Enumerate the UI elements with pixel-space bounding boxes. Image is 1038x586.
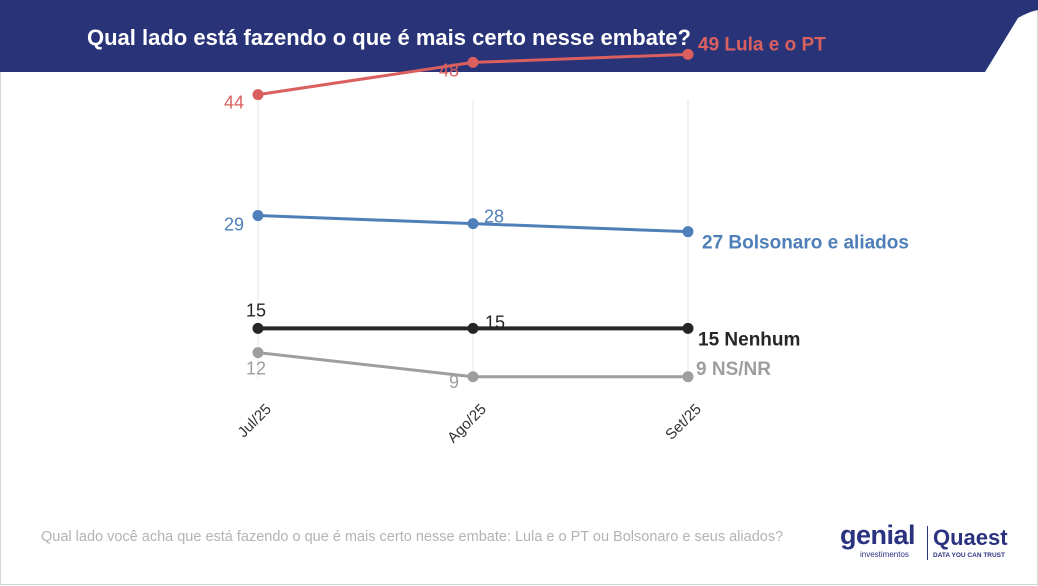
point-bolsonaro-e-aliados-jul-25 — [252, 210, 264, 222]
point-nenhum-jul-25 — [252, 322, 264, 334]
point-nenhum-ago-25 — [467, 322, 479, 334]
end-label-ns-nr: 9 NS/NR — [696, 359, 771, 380]
data-label-lula-e-o-pt-ago-25: 48 — [439, 60, 459, 80]
data-label-bolsonaro-e-aliados-jul-25: 29 — [224, 215, 244, 235]
data-label-bolsonaro-e-aliados-ago-25: 28 — [484, 207, 504, 227]
point-ns-nr-set-25 — [682, 371, 694, 383]
end-label-bolsonaro-e-aliados: 27 Bolsonaro e aliados — [702, 233, 909, 254]
point-nenhum-set-25 — [682, 322, 694, 334]
point-ns-nr-ago-25 — [467, 371, 479, 383]
data-label-ns-nr-jul-25: 12 — [246, 359, 266, 379]
header-band: Qual lado está fazendo o que é mais cert… — [0, 0, 1038, 72]
point-bolsonaro-e-aliados-set-25 — [682, 226, 694, 238]
genial-wordmark: genial — [840, 520, 916, 550]
point-lula-e-o-pt-set-25 — [682, 48, 694, 60]
logo-divider — [927, 526, 928, 560]
quaest-wordmark: Quaest — [933, 525, 1008, 550]
survey-question-footnote: Qual lado você acha que está fazendo o q… — [41, 529, 784, 545]
end-label-nenhum: 15 Nenhum — [698, 329, 800, 350]
point-ns-nr-jul-25 — [252, 347, 264, 359]
x-tick-label-set-25: Set/25 — [662, 401, 705, 444]
point-lula-e-o-pt-jul-25 — [252, 89, 264, 101]
point-lula-e-o-pt-ago-25 — [467, 56, 479, 68]
data-label-ns-nr-ago-25: 9 — [449, 372, 459, 392]
end-label-lula-e-o-pt: 49 Lula e o PT — [698, 34, 826, 55]
genial-subtitle: investimentos — [860, 550, 909, 559]
data-label-lula-e-o-pt-jul-25: 44 — [224, 93, 244, 113]
genial-logo: genial investimentos — [840, 520, 924, 562]
data-label-nenhum-ago-25: 15 — [485, 312, 505, 332]
page-title: Qual lado está fazendo o que é mais cert… — [87, 25, 691, 50]
x-tick-label-ago-25: Ago/25 — [444, 401, 490, 447]
point-bolsonaro-e-aliados-ago-25 — [467, 218, 479, 230]
header-background — [0, 0, 1038, 72]
quaest-tagline: DATA YOU CAN TRUST — [933, 552, 1005, 559]
x-tick-label-jul-25: Jul/25 — [235, 401, 275, 441]
data-label-nenhum-jul-25: 15 — [246, 300, 266, 320]
quaest-logo: Quaest DATA YOU CAN TRUST — [933, 525, 1013, 565]
